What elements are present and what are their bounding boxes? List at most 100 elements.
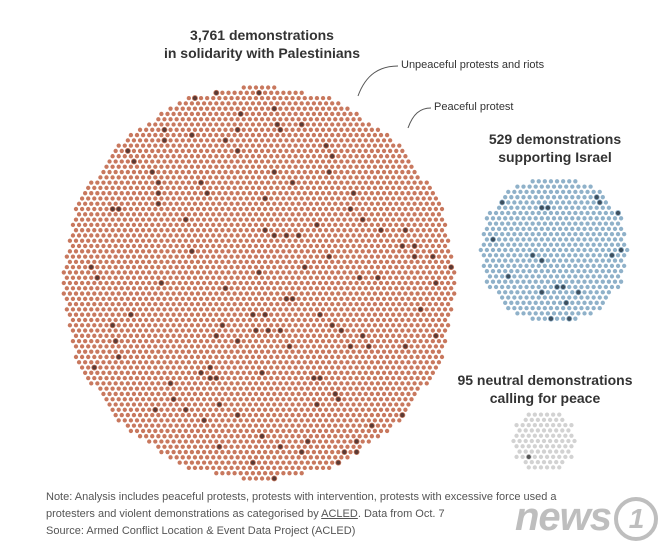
pro-palestinian-peaceful-dot: [378, 291, 384, 296]
pro-israel-peaceful-dot: [606, 268, 612, 274]
pro-israel-unpeaceful-dot: [538, 257, 545, 264]
pro-israel-title: 529 demonstrations supporting Israel: [470, 130, 640, 166]
pro-palestinian-peaceful-dot: [354, 132, 359, 138]
pro-palestinian-peaceful-dot: [183, 344, 188, 349]
pro-palestinian-peaceful-dot: [235, 391, 240, 397]
pro-palestinian-peaceful-dot: [174, 381, 179, 386]
pro-palestinian-peaceful-dot: [293, 418, 298, 423]
pro-palestinian-peaceful-dot: [250, 397, 256, 402]
pro-israel-peaceful-dot: [518, 274, 523, 279]
pro-palestinian-peaceful-dot: [214, 238, 219, 243]
pro-palestinian-peaceful-dot: [113, 286, 118, 291]
pro-palestinian-peaceful-dot: [394, 391, 399, 397]
pro-palestinian-peaceful-dot: [86, 333, 91, 338]
pro-palestinian-peaceful-dot: [305, 132, 310, 138]
pro-palestinian-peaceful-dot: [424, 317, 429, 323]
pro-palestinian-peaceful-dot: [302, 370, 307, 375]
pro-palestinian-peaceful-dot: [232, 132, 237, 138]
pro-israel-peaceful-dot: [570, 311, 575, 316]
pro-palestinian-peaceful-dot: [220, 460, 225, 465]
pro-palestinian-peaceful-dot: [439, 312, 445, 317]
pro-palestinian-peaceful-dot: [323, 122, 329, 127]
pro-palestinian-peaceful-dot: [415, 386, 420, 391]
pro-palestinian-peaceful-dot: [278, 201, 283, 206]
pro-palestinian-peaceful-dot: [436, 275, 442, 280]
pro-palestinian-peaceful-dot: [89, 360, 94, 365]
pro-palestinian-peaceful-dot: [183, 143, 188, 148]
pro-israel-peaceful-dot: [557, 195, 563, 200]
pro-palestinian-peaceful-dot: [391, 333, 396, 338]
pro-palestinian-peaceful-dot: [247, 338, 253, 344]
pro-palestinian-peaceful-dot: [183, 428, 188, 434]
pro-palestinian-peaceful-dot: [177, 407, 182, 412]
pro-israel-peaceful-dot: [609, 232, 615, 237]
pro-palestinian-peaceful-dot: [281, 259, 286, 265]
neutral-peaceful-dot: [520, 423, 525, 428]
pro-palestinian-peaceful-dot: [375, 381, 381, 386]
pro-palestinian-peaceful-dot: [201, 428, 207, 434]
pro-palestinian-peaceful-dot: [238, 280, 243, 286]
pro-israel-peaceful-dot: [548, 232, 554, 237]
pro-palestinian-unpeaceful-dot: [109, 322, 116, 329]
pro-palestinian-peaceful-dot: [400, 328, 405, 333]
pro-palestinian-peaceful-dot: [275, 333, 280, 338]
pro-palestinian-peaceful-dot: [269, 407, 274, 412]
pro-palestinian-unpeaceful-dot: [198, 369, 204, 376]
pro-palestinian-peaceful-dot: [336, 122, 341, 127]
pro-palestinian-peaceful-dot: [369, 338, 374, 344]
pro-palestinian-peaceful-dot: [293, 196, 298, 201]
pro-palestinian-peaceful-dot: [433, 228, 439, 233]
pro-palestinian-peaceful-dot: [95, 265, 100, 270]
pro-palestinian-unpeaceful-dot: [149, 169, 156, 176]
pro-palestinian-peaceful-dot: [269, 449, 274, 455]
pro-palestinian-peaceful-dot: [247, 423, 253, 428]
pro-palestinian-peaceful-dot: [320, 95, 326, 101]
acled-link[interactable]: ACLED: [321, 508, 358, 520]
pro-palestinian-peaceful-dot: [311, 365, 317, 370]
pro-palestinian-peaceful-dot: [140, 365, 146, 370]
pro-palestinian-peaceful-dot: [305, 323, 310, 328]
pro-israel-unpeaceful-dot: [505, 273, 512, 280]
pro-palestinian-peaceful-dot: [98, 291, 103, 296]
pro-palestinian-peaceful-dot: [272, 127, 277, 132]
pro-israel-peaceful-dot: [518, 210, 523, 216]
pro-palestinian-peaceful-dot: [137, 275, 143, 280]
pro-palestinian-peaceful-dot: [284, 191, 289, 196]
pro-palestinian-peaceful-dot: [211, 381, 216, 386]
pro-palestinian-peaceful-dot: [98, 206, 103, 212]
pro-palestinian-peaceful-dot: [378, 301, 384, 307]
pro-palestinian-peaceful-dot: [165, 301, 170, 307]
pro-palestinian-peaceful-dot: [275, 228, 280, 233]
pro-palestinian-peaceful-dot: [351, 243, 356, 249]
pro-palestinian-peaceful-dot: [400, 180, 405, 185]
pro-palestinian-peaceful-dot: [424, 201, 429, 206]
pro-palestinian-peaceful-dot: [217, 275, 222, 280]
pro-palestinian-peaceful-dot: [247, 265, 253, 270]
pro-palestinian-peaceful-dot: [98, 333, 103, 338]
pro-palestinian-peaceful-dot: [333, 159, 338, 164]
pro-palestinian-peaceful-dot: [287, 206, 292, 212]
pro-palestinian-peaceful-dot: [159, 312, 164, 317]
pro-palestinian-peaceful-dot: [427, 206, 432, 212]
pro-palestinian-peaceful-dot: [348, 428, 353, 434]
pro-palestinian-peaceful-dot: [262, 354, 268, 360]
pro-israel-peaceful-dot: [579, 263, 584, 268]
pro-palestinian-peaceful-dot: [153, 228, 158, 233]
pro-palestinian-peaceful-dot: [171, 418, 176, 423]
pro-palestinian-peaceful-dot: [226, 428, 231, 434]
pro-palestinian-peaceful-dot: [122, 196, 127, 201]
pro-palestinian-peaceful-dot: [345, 222, 350, 228]
pro-israel-peaceful-dot: [579, 189, 584, 195]
pro-israel-peaceful-dot: [518, 295, 523, 300]
pro-palestinian-peaceful-dot: [211, 265, 216, 270]
pro-palestinian-peaceful-dot: [73, 280, 79, 286]
pro-palestinian-unpeaceful-dot: [359, 216, 366, 223]
pro-palestinian-peaceful-dot: [198, 455, 204, 460]
pro-palestinian-peaceful-dot: [375, 328, 381, 333]
pro-palestinian-peaceful-dot: [226, 439, 231, 444]
pro-palestinian-peaceful-dot: [122, 249, 127, 254]
pro-palestinian-peaceful-dot: [140, 312, 146, 317]
pro-palestinian-unpeaceful-dot: [158, 280, 165, 286]
pro-palestinian-peaceful-dot: [137, 423, 143, 428]
pro-israel-peaceful-dot: [615, 263, 621, 268]
